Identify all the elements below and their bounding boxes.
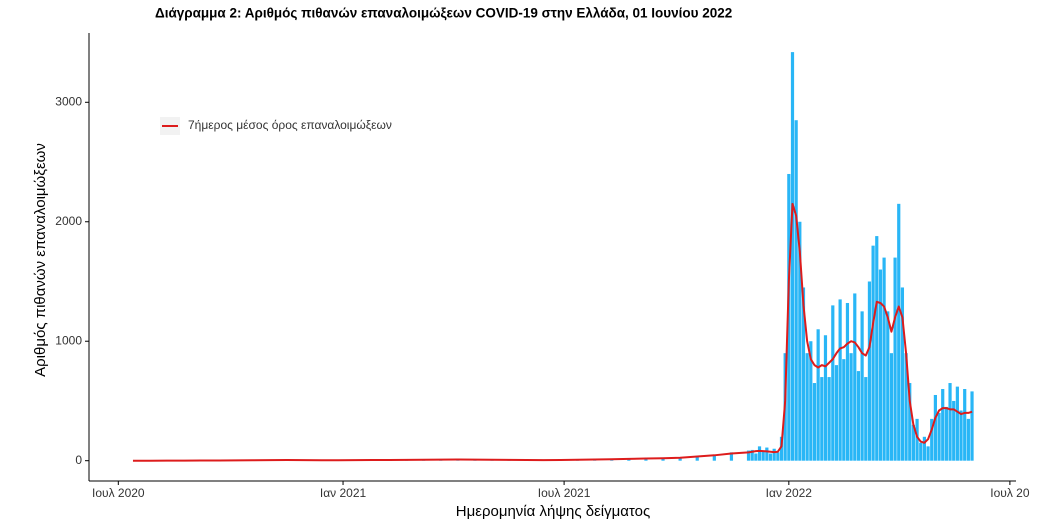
bar	[930, 418, 934, 461]
bar	[948, 383, 952, 461]
bar	[820, 377, 824, 461]
y-tick-label: 0	[75, 453, 82, 467]
bar	[911, 424, 916, 461]
bar	[794, 120, 798, 461]
bar	[856, 371, 861, 461]
bar	[776, 452, 780, 461]
bar	[860, 311, 864, 461]
bar	[834, 365, 839, 461]
x-tick-label: Ιαν 2022	[766, 486, 813, 500]
bar	[757, 446, 762, 461]
bar	[878, 269, 883, 461]
bar	[845, 302, 850, 461]
bar	[678, 457, 682, 461]
bar	[823, 335, 828, 461]
bar	[933, 394, 937, 461]
legend-label: 7ήμερος μέσος όρος επαναλοιμώξεων	[188, 118, 392, 132]
bar	[768, 453, 773, 461]
bar	[787, 173, 791, 461]
bar	[952, 400, 956, 461]
bar	[838, 299, 842, 461]
bar	[959, 410, 963, 461]
bar	[926, 446, 930, 461]
bar	[871, 245, 875, 461]
bar	[970, 391, 974, 461]
bar	[897, 203, 901, 461]
bar	[853, 293, 857, 461]
bar	[754, 453, 758, 461]
bar	[900, 287, 905, 461]
bar	[761, 451, 765, 461]
bar	[875, 236, 879, 461]
bar	[922, 436, 926, 461]
bar	[908, 383, 912, 461]
bar	[886, 311, 890, 461]
bar	[889, 353, 894, 461]
bar	[842, 359, 846, 461]
bar	[944, 406, 948, 461]
bar	[963, 389, 967, 461]
bar	[816, 329, 820, 461]
bar	[750, 449, 754, 461]
bar	[779, 436, 784, 461]
bar	[805, 353, 809, 461]
bar	[831, 305, 835, 461]
average-line	[132, 202, 973, 462]
chart-title: Διάγραμμα 2: Αριθμός πιθανών επαναλοιμώξ…	[155, 6, 732, 21]
x-tick-label: Ιουλ 2020	[92, 486, 145, 500]
bar	[812, 383, 817, 461]
x-axis-title: Ημερομηνία λήψης δείγματος	[456, 503, 650, 520]
bar	[712, 454, 716, 461]
bar	[765, 447, 769, 461]
x-tick-label: Ιαν 2021	[320, 486, 367, 500]
bar	[882, 257, 886, 461]
bar	[729, 452, 734, 461]
bar	[966, 418, 970, 461]
bar	[772, 448, 776, 461]
bar	[864, 377, 868, 461]
bar	[849, 353, 853, 461]
y-axis-title: Αριθμός πιθανών επαναλοιμώξεων	[32, 143, 49, 377]
bar	[827, 377, 831, 461]
bar	[904, 353, 908, 461]
bar	[798, 221, 802, 461]
bar	[915, 418, 919, 461]
bar	[893, 257, 897, 461]
bar	[941, 389, 945, 461]
bar	[695, 455, 699, 461]
x-tick-label: Ιουλ 2021	[538, 486, 591, 500]
y-tick-label: 2000	[55, 214, 82, 228]
bar	[867, 281, 872, 461]
bar	[801, 287, 806, 461]
bar	[790, 52, 795, 461]
bar	[919, 442, 923, 461]
bar	[746, 450, 751, 461]
x-tick-label: Ιουλ 20	[990, 486, 1030, 500]
y-tick-label: 1000	[55, 333, 82, 347]
y-tick-label: 3000	[55, 94, 82, 108]
bar	[937, 412, 941, 461]
bar	[955, 386, 959, 461]
bar	[809, 341, 813, 461]
